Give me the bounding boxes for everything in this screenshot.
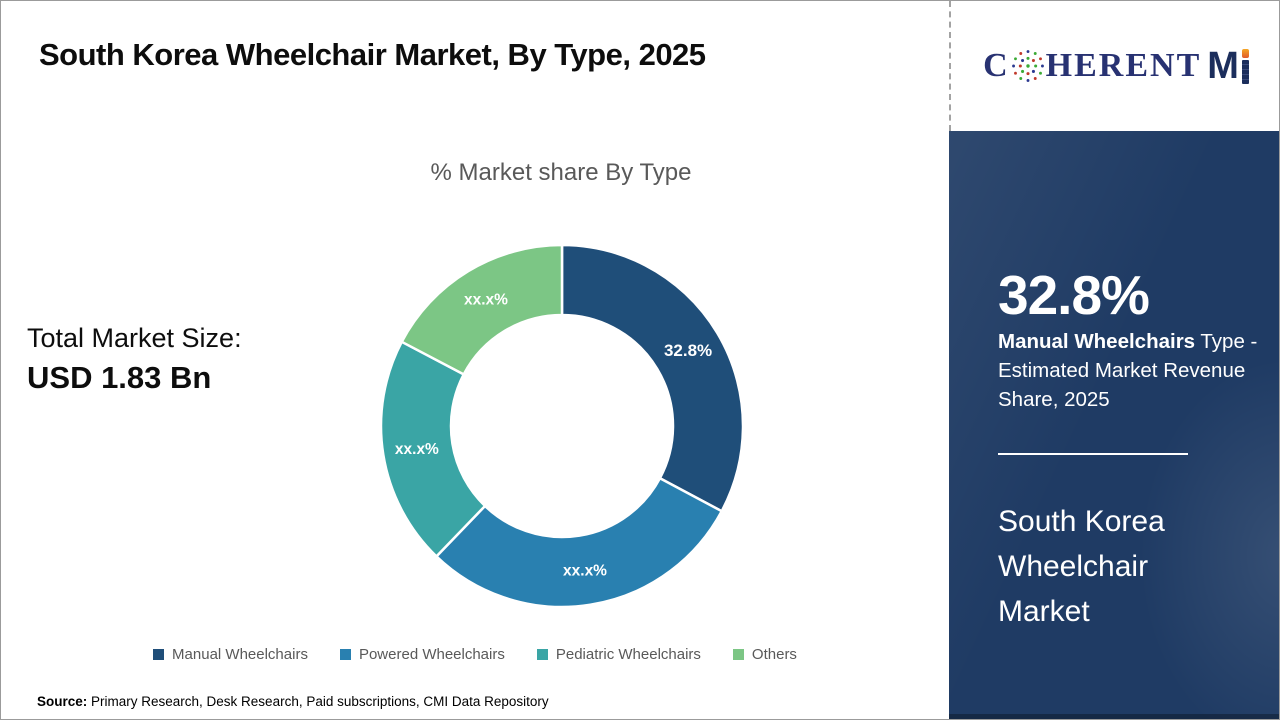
legend-item-powered-wheelchairs: Powered Wheelchairs	[339, 646, 505, 663]
sidebar-stat-description: Manual Wheelchairs Type - Estimated Mark…	[998, 327, 1260, 414]
logo-letter-m: M	[1207, 44, 1239, 87]
sidebar-market-name: South Korea Wheelchair Market	[998, 505, 1165, 628]
legend-item-manual-wheelchairs: Manual Wheelchairs	[153, 646, 308, 663]
donut-chart: 32.8% xx.x% xx.x% xx.x%	[379, 243, 745, 609]
sidebar-stat-value: 32.8%	[998, 264, 1150, 326]
legend-item-others: Others	[732, 646, 797, 663]
total-market-size-value: USD 1.83 Bn	[27, 360, 212, 395]
logo-i-dot-icon	[1241, 48, 1249, 58]
sidebar-divider	[998, 453, 1188, 455]
highlight-sidebar: 32.8% Manual Wheelchairs Type - Estimate…	[949, 131, 1279, 719]
logo-letter-i	[1241, 48, 1249, 84]
sidebar-stat-description-bold: Manual Wheelchairs	[998, 330, 1196, 353]
logo-letters-herent: HERENT	[1045, 47, 1202, 84]
donut-slice-manual-wheelchairs	[560, 243, 745, 513]
chart-legend: Manual Wheelchairs Powered Wheelchairs P…	[1, 646, 949, 663]
logo-i-bar-icon	[1241, 59, 1249, 84]
legend-label: Others	[751, 646, 797, 663]
logo-letter-c: C	[983, 47, 1010, 84]
page-title: South Korea Wheelchair Market, By Type, …	[39, 37, 706, 72]
total-market-size: Total Market Size: USD 1.83 Bn	[27, 323, 242, 396]
source-text: Primary Research, Desk Research, Paid su…	[87, 694, 549, 709]
donut-slice-powered-wheelchairs	[435, 476, 723, 609]
legend-label: Pediatric Wheelchairs	[555, 646, 701, 663]
total-market-size-label: Total Market Size:	[27, 323, 242, 353]
logo-box: C HERENT M	[949, 1, 1279, 131]
legend-label: Powered Wheelchairs	[358, 646, 505, 663]
legend-swatch-icon	[339, 649, 351, 660]
slice-label: xx.x%	[395, 441, 439, 458]
slice-label: 32.8%	[664, 341, 712, 360]
donut-slice-others	[400, 243, 564, 376]
legend-swatch-icon	[536, 649, 548, 660]
coherentmi-logo: C HERENT M	[983, 45, 1249, 88]
chart-title: % Market share By Type	[430, 159, 692, 186]
source-line: Source: Primary Research, Desk Research,…	[37, 694, 549, 709]
coherent-globe-icon	[1011, 50, 1044, 82]
slice-label: xx.x%	[464, 292, 508, 309]
source-label: Source:	[37, 694, 88, 709]
legend-label: Manual Wheelchairs	[172, 646, 308, 663]
legend-swatch-icon	[153, 649, 165, 660]
sidebar-stat-description-rest: Type - Estimated Market Revenue Share, 2…	[998, 330, 1258, 412]
legend-swatch-icon	[732, 649, 744, 660]
legend-item-pediatric-wheelchairs: Pediatric Wheelchairs	[536, 646, 701, 663]
slice-label: xx.x%	[563, 563, 607, 580]
